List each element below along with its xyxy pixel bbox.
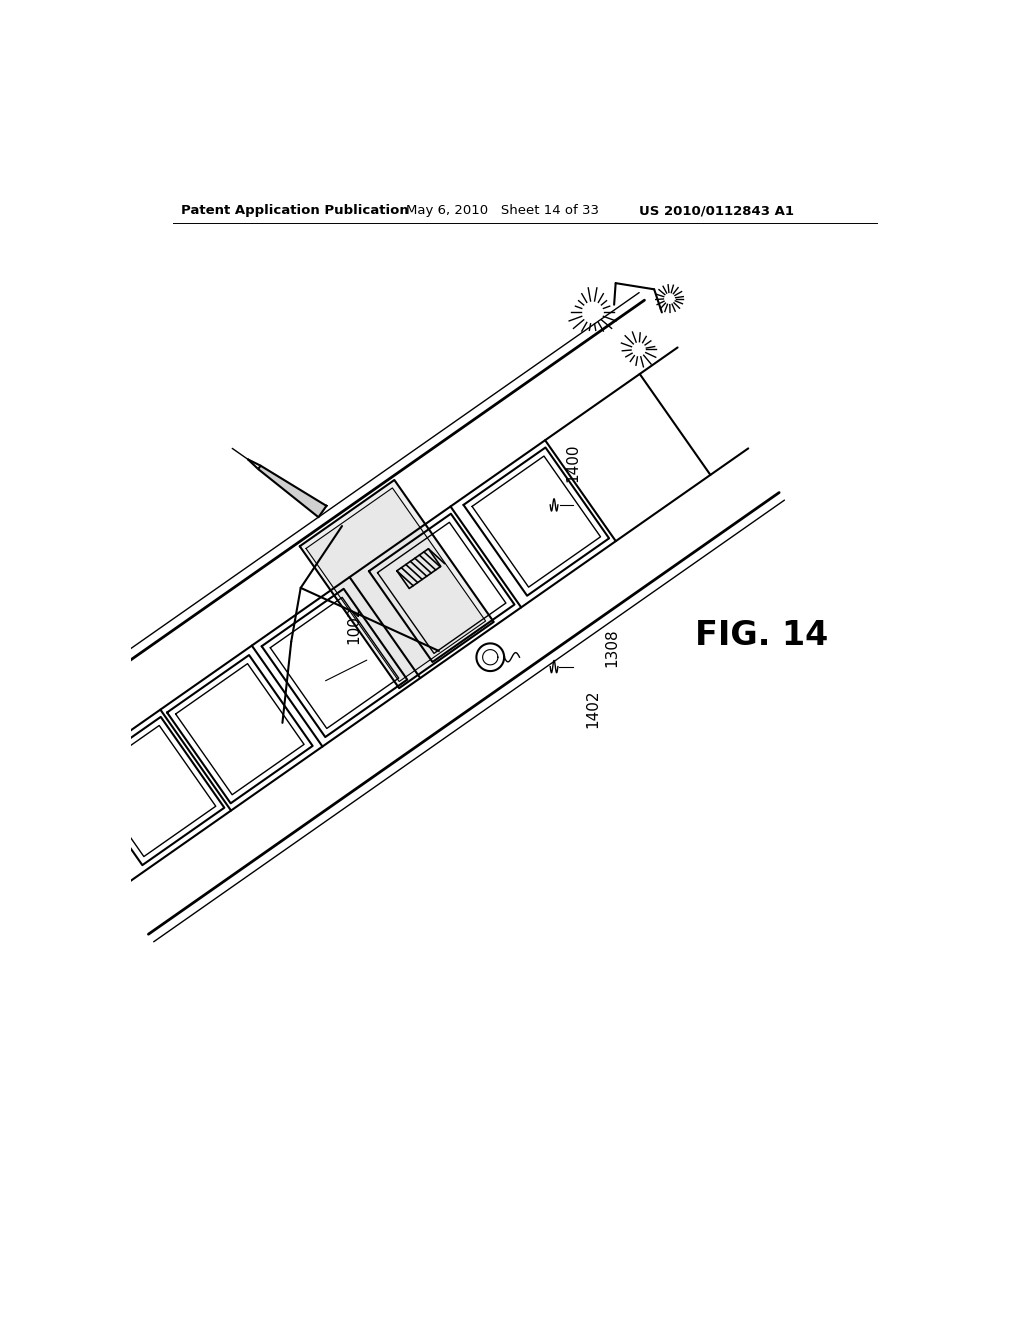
Polygon shape: [87, 726, 216, 857]
Polygon shape: [378, 523, 506, 653]
Polygon shape: [300, 480, 494, 688]
Polygon shape: [176, 664, 304, 795]
Polygon shape: [369, 513, 514, 661]
Polygon shape: [258, 466, 327, 517]
Text: FIG. 14: FIG. 14: [695, 619, 828, 652]
Text: 1002: 1002: [346, 605, 361, 644]
Text: May 6, 2010   Sheet 14 of 33: May 6, 2010 Sheet 14 of 33: [407, 205, 599, 218]
Text: 1400: 1400: [566, 444, 581, 482]
Polygon shape: [464, 447, 609, 595]
Text: 1402: 1402: [585, 689, 600, 729]
Polygon shape: [262, 589, 408, 737]
Polygon shape: [270, 598, 398, 729]
Polygon shape: [79, 717, 224, 865]
Text: Patent Application Publication: Patent Application Publication: [180, 205, 409, 218]
Polygon shape: [306, 488, 485, 681]
Text: US 2010/0112843 A1: US 2010/0112843 A1: [639, 205, 794, 218]
Text: 1308: 1308: [604, 628, 620, 667]
Polygon shape: [167, 655, 312, 804]
Polygon shape: [472, 457, 600, 587]
